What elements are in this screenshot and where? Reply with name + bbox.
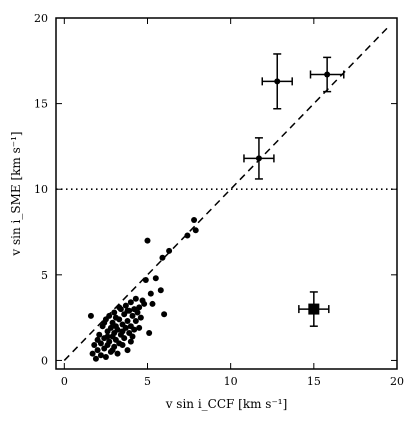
data-point <box>161 311 168 318</box>
y-tick-label: 0 <box>41 354 48 367</box>
circle-marker <box>255 155 262 162</box>
data-point <box>94 347 101 354</box>
data-point <box>129 333 136 340</box>
data-point <box>132 318 139 325</box>
error-point <box>243 137 275 180</box>
square-marker <box>308 303 320 315</box>
data-point <box>124 318 131 325</box>
data-point <box>129 312 136 319</box>
data-point <box>166 247 173 254</box>
data-point <box>159 254 166 261</box>
reference-lines <box>56 26 397 361</box>
data-point <box>142 276 149 283</box>
data-point <box>132 295 139 302</box>
data-point <box>131 326 138 333</box>
data-point <box>124 307 131 314</box>
data-point <box>152 275 159 282</box>
data-point <box>116 304 123 311</box>
data-point <box>97 352 104 359</box>
data-point <box>89 350 96 357</box>
data-points <box>87 217 199 362</box>
data-point <box>124 347 131 354</box>
data-point <box>146 330 153 337</box>
data-point <box>127 299 134 306</box>
data-point <box>121 335 128 342</box>
data-point <box>147 290 154 297</box>
error-point <box>261 53 293 110</box>
data-point <box>104 333 111 340</box>
x-tick-label: 20 <box>390 375 404 388</box>
x-tick-label: 5 <box>144 375 151 388</box>
data-point <box>111 309 118 316</box>
y-tick-label: 20 <box>34 12 48 25</box>
y-axis-label: v sin i_SME [km s⁻¹] <box>9 131 23 256</box>
data-point <box>107 324 114 331</box>
axis-ticks: 0 5 10 15 20 0 5 10 15 20 <box>34 12 404 388</box>
data-point <box>114 326 121 333</box>
plot-frame <box>55 17 398 370</box>
data-point <box>136 304 143 311</box>
x-tick-label: 10 <box>224 375 238 388</box>
data-point <box>106 312 113 319</box>
data-point <box>96 331 103 338</box>
data-point <box>184 232 191 239</box>
data-point <box>114 350 121 357</box>
data-point <box>97 340 104 347</box>
error-bar-points <box>243 53 345 327</box>
data-point <box>112 314 119 321</box>
data-point <box>122 302 129 309</box>
data-point <box>102 354 109 361</box>
data-point <box>136 324 143 331</box>
data-point <box>144 237 151 244</box>
data-point <box>92 355 99 362</box>
data-point <box>109 347 116 354</box>
circle-marker <box>274 78 281 85</box>
error-point <box>298 291 330 327</box>
data-point <box>134 309 141 316</box>
data-point <box>157 287 164 294</box>
x-tick-label: 0 <box>61 375 68 388</box>
data-point <box>149 300 156 307</box>
data-point <box>127 338 134 345</box>
error-point <box>309 56 345 93</box>
data-point <box>91 342 98 349</box>
data-point <box>87 312 94 319</box>
circle-marker <box>324 71 331 78</box>
data-point <box>119 328 126 335</box>
data-point <box>101 319 108 326</box>
data-point <box>119 342 126 349</box>
y-tick-label: 10 <box>34 183 48 196</box>
data-point <box>192 227 199 234</box>
data-point <box>106 338 113 345</box>
data-point <box>137 314 144 321</box>
data-point <box>191 217 198 224</box>
data-point <box>141 300 148 307</box>
y-tick-label: 5 <box>41 269 48 282</box>
x-axis-label: v sin i_CCF [km s⁻¹] <box>165 397 288 411</box>
x-tick-label: 15 <box>307 375 321 388</box>
y-tick-label: 15 <box>34 98 48 111</box>
